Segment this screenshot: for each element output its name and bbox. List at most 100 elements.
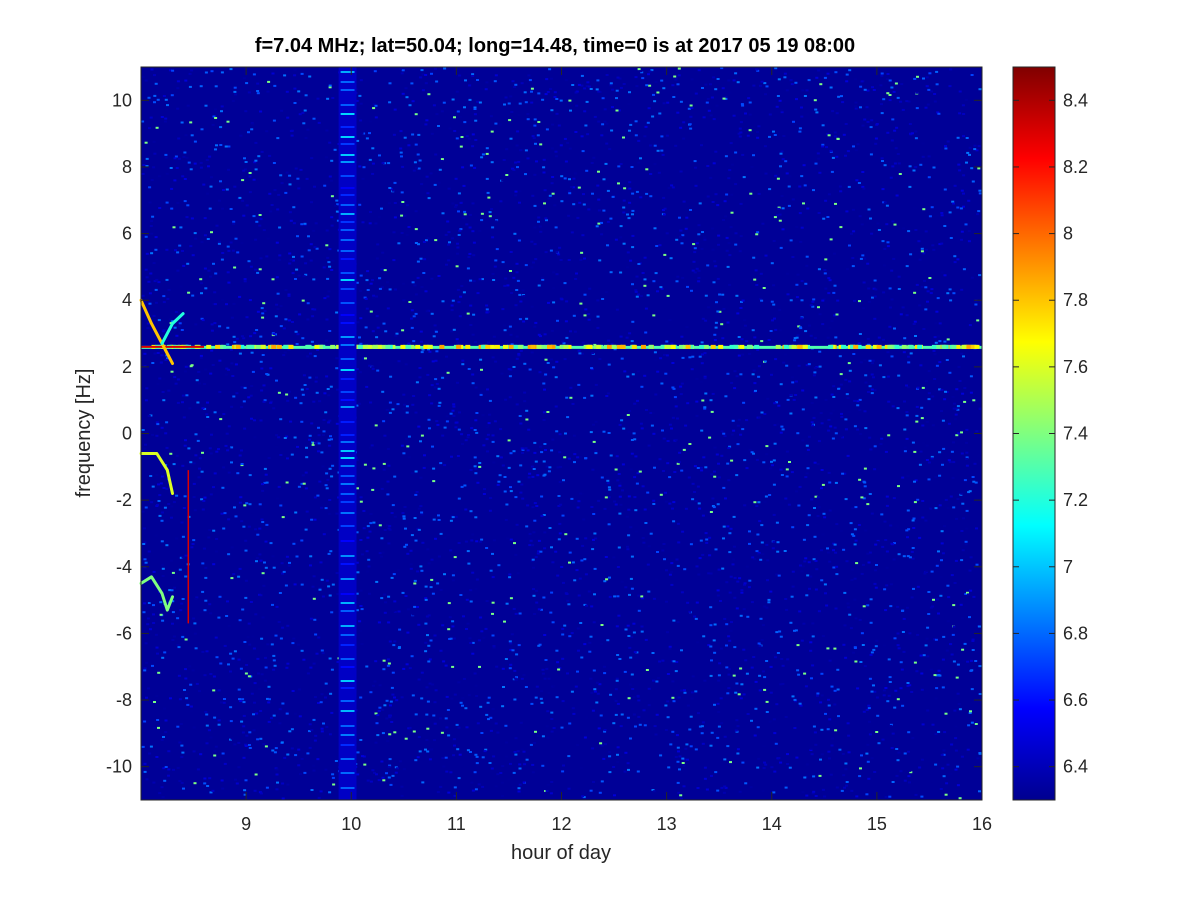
noise-speck [168, 69, 172, 72]
noise-speck [704, 319, 708, 322]
noise-speck [938, 340, 942, 343]
noise-speck [977, 145, 981, 148]
noise-speck [654, 81, 658, 83]
noise-speck [374, 222, 378, 225]
noise-speck [198, 467, 201, 470]
noise-speck [653, 163, 657, 166]
noise-speck [835, 523, 839, 526]
noise-speck [215, 656, 219, 659]
noise-speck [362, 166, 366, 169]
noise-speck [816, 463, 820, 465]
noise-speck [219, 418, 223, 421]
noise-speck [418, 376, 422, 379]
noise-speck [912, 517, 916, 520]
noise-speck [160, 540, 164, 543]
noise-speck [815, 76, 819, 79]
noise-speck [907, 355, 911, 358]
noise-speck [437, 125, 440, 127]
noise-speck [685, 743, 689, 746]
noise-speck [693, 491, 696, 493]
noise-speck [400, 155, 403, 158]
noise-speck [369, 780, 373, 783]
noise-speck [161, 656, 165, 659]
noise-speck [433, 586, 437, 589]
noise-speck [463, 213, 467, 216]
noise-speck [651, 789, 655, 791]
noise-speck [672, 96, 676, 98]
noise-speck [359, 500, 363, 503]
noise-speck [691, 498, 695, 501]
noise-speck [863, 665, 867, 668]
noise-speck [443, 426, 447, 429]
noise-speck [210, 323, 214, 326]
noise-speck [266, 643, 270, 646]
noise-speck [201, 451, 204, 454]
noise-speck [501, 795, 504, 797]
noise-speck [810, 421, 814, 424]
noise-speck [587, 313, 591, 316]
noise-speck [780, 109, 784, 112]
noise-speck [170, 94, 174, 97]
noise-speck [331, 776, 335, 779]
noise-speck [662, 196, 666, 199]
noise-speck [592, 538, 595, 541]
noise-speck [259, 737, 263, 740]
noise-speck [313, 246, 317, 249]
noise-speck [494, 74, 498, 77]
noise-speck [180, 521, 184, 524]
noise-speck [400, 214, 404, 217]
noise-speck [303, 771, 307, 774]
noise-speck [519, 491, 523, 494]
noise-speck [814, 559, 818, 562]
noise-speck [451, 299, 455, 302]
noise-speck [210, 70, 214, 73]
noise-speck [812, 790, 816, 793]
noise-speck [513, 677, 517, 680]
noise-speck [813, 99, 817, 102]
noise-speck [539, 230, 543, 233]
noise-speck [161, 575, 165, 577]
noise-speck [420, 351, 424, 354]
noise-speck [817, 157, 821, 160]
noise-speck [626, 545, 629, 548]
noise-speck [454, 515, 458, 518]
noise-speck [836, 299, 840, 302]
noise-speck [763, 605, 767, 608]
noise-speck [322, 419, 326, 421]
noise-speck [230, 446, 234, 449]
noise-speck [249, 335, 253, 338]
noise-speck [770, 300, 774, 303]
noise-speck [294, 396, 298, 399]
noise-speck [732, 429, 736, 432]
noise-speck [278, 708, 282, 711]
noise-speck [738, 135, 742, 138]
noise-speck [754, 680, 758, 683]
noise-speck [171, 600, 175, 603]
noise-speck [437, 181, 441, 184]
noise-speck [757, 365, 761, 368]
noise-speck [927, 613, 931, 615]
noise-speck [189, 121, 193, 124]
noise-speck [325, 318, 329, 321]
noise-speck [185, 216, 189, 219]
noise-speck [644, 522, 648, 524]
noise-speck [388, 82, 392, 85]
noise-speck [822, 298, 826, 301]
noise-speck [310, 789, 314, 791]
noise-speck [161, 330, 165, 333]
noise-speck [896, 525, 900, 528]
noise-speck [889, 524, 893, 527]
noise-speck [658, 112, 662, 115]
noise-speck [241, 731, 245, 734]
noise-speck [597, 209, 601, 212]
noise-speck [476, 100, 480, 103]
noise-speck [190, 217, 194, 220]
noise-speck [290, 453, 294, 456]
noise-speck [506, 284, 510, 287]
noise-speck [393, 515, 397, 518]
noise-speck [206, 192, 210, 195]
noise-speck [633, 438, 637, 441]
noise-speck [212, 115, 216, 118]
noise-speck [292, 206, 296, 209]
noise-speck [194, 598, 198, 600]
